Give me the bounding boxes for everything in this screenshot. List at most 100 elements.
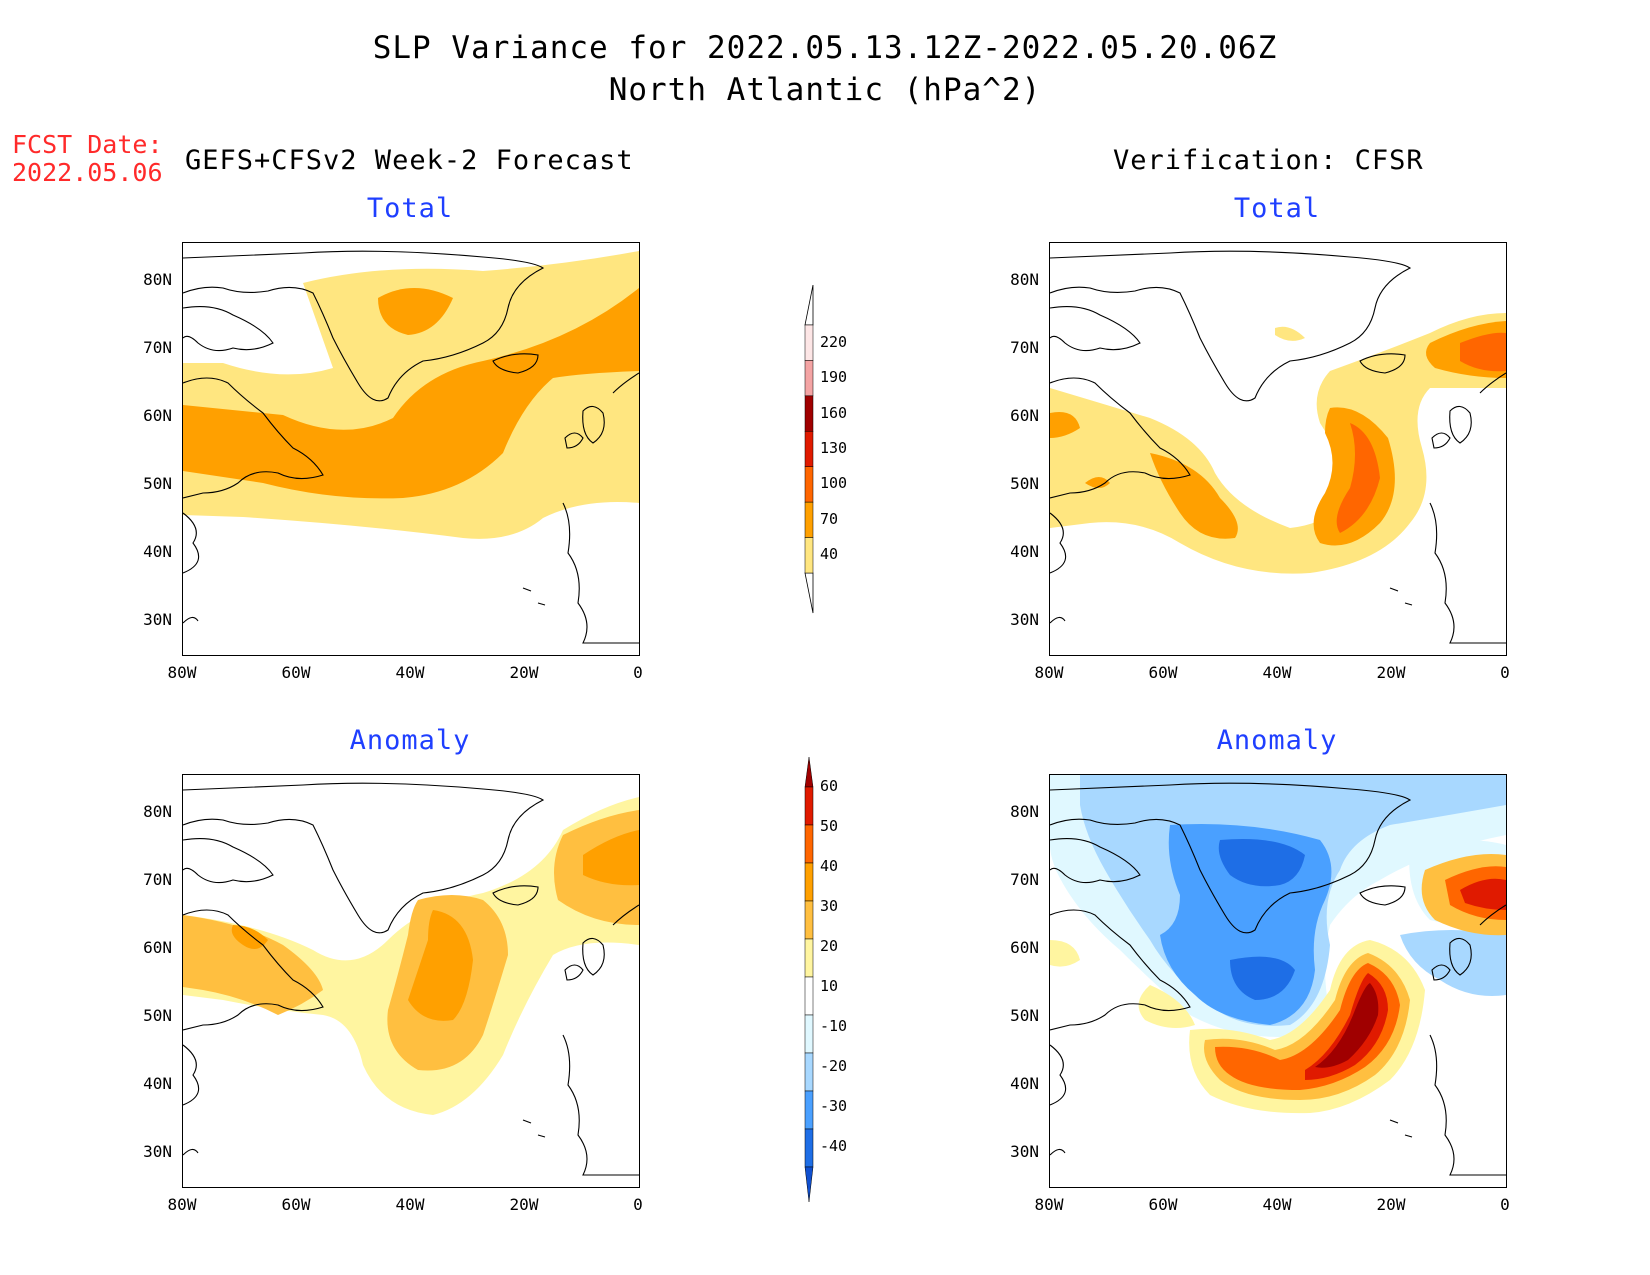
- y-tick: 40N: [143, 1074, 172, 1093]
- x-tick: 20W: [1376, 663, 1406, 682]
- y-tick: 70N: [143, 870, 172, 889]
- y-tick: 70N: [1010, 338, 1039, 357]
- colorbar-tick-label: 100: [820, 474, 848, 493]
- verification-column-header: Verification: CFSR: [1113, 145, 1424, 176]
- y-tick: 50N: [143, 1006, 172, 1025]
- panel-title-verification-total: Total: [1233, 193, 1321, 224]
- colorbar-swatch: [804, 786, 814, 826]
- x-tick: 40W: [1262, 1195, 1292, 1214]
- x-tick: 80W: [167, 663, 197, 682]
- colorbar-swatch: [804, 324, 814, 361]
- x-tick: 80W: [1034, 1195, 1064, 1214]
- colorbar-tick-label: 40: [820, 857, 839, 875]
- coastlines: [183, 782, 639, 1176]
- colorbar-swatch: [804, 501, 814, 538]
- colorbar-swatch: [804, 360, 814, 397]
- colorbar-total-swatches: [804, 284, 814, 614]
- colorbar-swatch: [804, 1090, 814, 1130]
- main-title-line1: SLP Variance for 2022.05.13.12Z-2022.05.…: [372, 30, 1278, 66]
- x-tick: 40W: [395, 663, 425, 682]
- colorbar-swatch: [804, 976, 814, 1016]
- colorbar-anomaly-labels: 60 50 40 30 20 10 -10 -20 -30 -40: [820, 777, 860, 1205]
- coastlines: [1050, 782, 1506, 1176]
- colorbar-swatch: [804, 900, 814, 940]
- map-panel-forecast-total: [182, 242, 640, 656]
- main-title-line2: North Atlantic (hPa^2): [608, 72, 1042, 108]
- colorbar-tick-label: 10: [820, 977, 839, 995]
- y-tick: 80N: [143, 270, 172, 289]
- map-panel-verification-anomaly: [1049, 774, 1507, 1188]
- x-tick: 40W: [1262, 663, 1292, 682]
- y-tick: 60N: [1010, 938, 1039, 957]
- colorbar-tick-label: -20: [820, 1057, 848, 1075]
- colorbar-swatch: [804, 537, 814, 574]
- y-tick: 30N: [143, 610, 172, 629]
- y-tick: 70N: [143, 338, 172, 357]
- y-tick: 80N: [1010, 270, 1039, 289]
- forecast-column-header: GEFS+CFSv2 Week-2 Forecast: [185, 145, 634, 176]
- x-tick: 40W: [395, 1195, 425, 1214]
- x-tick: 0: [1500, 663, 1510, 682]
- fcst-date-value: 2022.05.06: [12, 158, 163, 187]
- colorbar-tick-label: 220: [820, 332, 848, 351]
- x-tick: 60W: [1148, 1195, 1178, 1214]
- colorbar-tick-label: 50: [820, 817, 839, 835]
- colorbar-tick-label: 130: [820, 439, 848, 457]
- colorbar-swatch: [804, 466, 814, 503]
- colorbar-swatch: [804, 824, 814, 864]
- y-tick: 30N: [143, 1142, 172, 1161]
- y-tick: 60N: [143, 406, 172, 425]
- x-tick: 60W: [281, 663, 311, 682]
- y-tick: 50N: [1010, 474, 1039, 493]
- colorbar-tick-label: -40: [820, 1137, 848, 1155]
- coastlines: [1050, 250, 1506, 644]
- x-tick: 20W: [509, 1195, 539, 1214]
- x-tick: 60W: [1148, 663, 1178, 682]
- colorbar-anomaly: [800, 756, 860, 1207]
- y-tick: 70N: [1010, 870, 1039, 889]
- contour-fills: [1050, 313, 1506, 574]
- x-tick: 80W: [1034, 663, 1064, 682]
- contour-fills: [183, 797, 639, 1115]
- colorbar-tick-label: 20: [820, 937, 839, 955]
- y-tick: 40N: [143, 542, 172, 561]
- coastlines: [183, 250, 639, 644]
- panel-title-verification-anomaly: Anomaly: [1216, 725, 1338, 756]
- colorbar-total: [800, 284, 860, 615]
- colorbar-tick-label: 160: [820, 403, 848, 422]
- x-tick: 0: [633, 663, 643, 682]
- x-tick: 80W: [167, 1195, 197, 1214]
- colorbar-tick-label: -30: [820, 1097, 848, 1115]
- x-tick: 20W: [509, 663, 539, 682]
- colorbar-total-labels: 220 190 160 130 100 70 40: [820, 315, 860, 575]
- colorbar-tick-label: 60: [820, 777, 839, 795]
- colorbar-swatch: [804, 1014, 814, 1054]
- colorbar-swatch: [804, 756, 814, 788]
- colorbar-anomaly-swatches: [804, 756, 814, 1203]
- y-tick: 30N: [1010, 1142, 1039, 1161]
- x-tick: 20W: [1376, 1195, 1406, 1214]
- y-tick: 60N: [143, 938, 172, 957]
- colorbar-swatch: [804, 862, 814, 902]
- y-tick: 60N: [1010, 406, 1039, 425]
- x-tick: 0: [1500, 1195, 1510, 1214]
- panel-title-forecast-anomaly: Anomaly: [349, 725, 471, 756]
- y-tick: 80N: [143, 802, 172, 821]
- x-tick: 0: [633, 1195, 643, 1214]
- y-tick: 50N: [1010, 1006, 1039, 1025]
- colorbar-tick-label: 70: [820, 509, 839, 528]
- colorbar-tick-label: 190: [820, 368, 848, 387]
- colorbar-swatch: [804, 431, 814, 467]
- y-tick: 80N: [1010, 802, 1039, 821]
- colorbar-swatch: [804, 1128, 814, 1168]
- panel-title-forecast-total: Total: [366, 193, 454, 224]
- colorbar-swatch: [804, 1166, 814, 1203]
- colorbar-swatch: [804, 938, 814, 978]
- y-tick: 50N: [143, 474, 172, 493]
- y-tick: 40N: [1010, 1074, 1039, 1093]
- colorbar-swatch: [804, 395, 814, 432]
- y-tick: 40N: [1010, 542, 1039, 561]
- map-panel-verification-total: [1049, 242, 1507, 656]
- fcst-date-label: FCST Date:: [12, 130, 163, 159]
- colorbar-swatch: [804, 1052, 814, 1092]
